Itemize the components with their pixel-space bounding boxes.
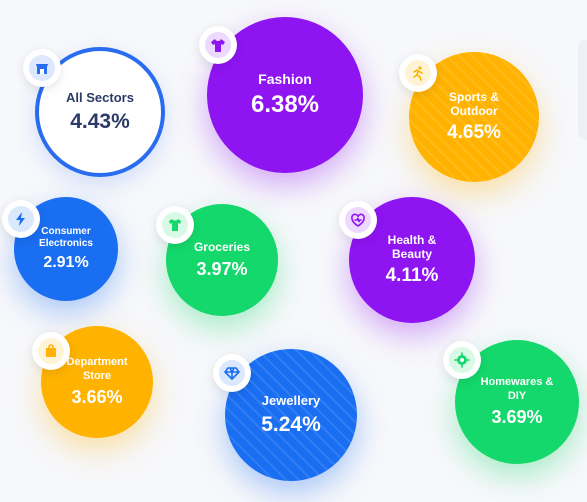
bubble-value: 4.43% xyxy=(70,109,130,133)
running-person-icon xyxy=(405,60,431,86)
bubble-value: 3.97% xyxy=(196,258,248,279)
diamond-icon xyxy=(219,360,245,386)
bubble-value: 6.38% xyxy=(250,91,320,119)
bubble-value: 2.91% xyxy=(43,254,89,271)
background-card-decoration xyxy=(578,40,587,140)
bubble-label: Department Store xyxy=(66,356,128,382)
storefront-icon-badge xyxy=(23,49,61,87)
bubble-label: Jewellery xyxy=(261,393,321,409)
running-person-icon-badge xyxy=(399,54,437,92)
diamond-icon-badge xyxy=(213,354,251,392)
bubble-value: 4.11% xyxy=(385,265,439,287)
bubble-value: 5.24% xyxy=(261,412,321,436)
shopping-bag-icon-badge xyxy=(32,332,70,370)
bubble-label: Consumer Electronics xyxy=(39,226,93,249)
bubble-value: 3.69% xyxy=(491,406,543,427)
gear-icon xyxy=(449,347,475,373)
shopping-bag-icon xyxy=(38,338,64,364)
heart-icon-badge xyxy=(339,201,377,239)
storefront-icon xyxy=(29,55,55,81)
gear-icon-badge xyxy=(443,341,481,379)
shirt-bag-icon-badge xyxy=(156,206,194,244)
bubble-label: Homewares & DIY xyxy=(480,376,554,402)
bubble-value: 3.66% xyxy=(71,386,123,407)
bubble-label: All Sectors xyxy=(66,90,134,106)
tshirt-icon xyxy=(205,32,231,58)
lightning-icon xyxy=(8,206,34,232)
bubble-fashion: Fashion 6.38% xyxy=(207,17,363,173)
heart-icon xyxy=(345,207,371,233)
bubble-label: Health & Beauty xyxy=(387,232,437,261)
shirt-bag-icon xyxy=(162,212,188,238)
bubble-label: Groceries xyxy=(193,240,251,255)
tshirt-icon-badge xyxy=(199,26,237,64)
lightning-icon-badge xyxy=(2,200,40,238)
bubble-label: Fashion xyxy=(258,70,312,87)
bubble-value: 4.65% xyxy=(447,122,501,144)
bubble-label: Sports & Outdoor xyxy=(448,89,499,118)
bubble-sports-and-outdoor: Sports & Outdoor 4.65% xyxy=(409,52,539,182)
